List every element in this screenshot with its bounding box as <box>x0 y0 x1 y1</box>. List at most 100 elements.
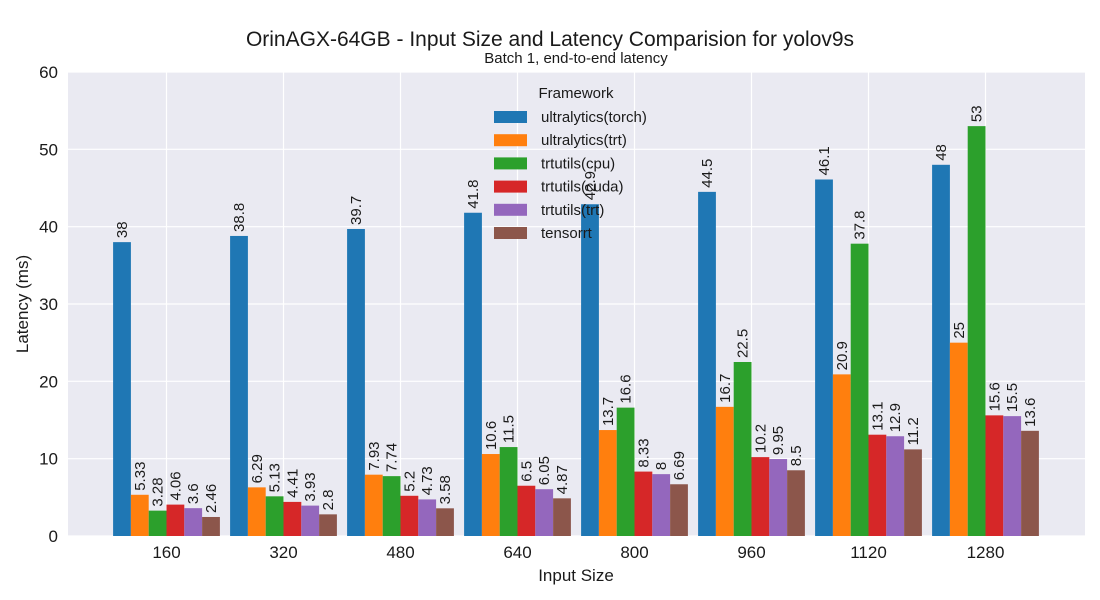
bar <box>598 430 617 536</box>
x-tick-label: 1120 <box>850 543 887 562</box>
bar-value-label: 3.28 <box>150 477 167 506</box>
y-axis-ticks: 0 10 20 30 40 50 60 <box>39 63 58 546</box>
bar-value-label: 37.8 <box>852 210 869 239</box>
bar <box>319 514 337 536</box>
legend-entry: trtutils(cpu) <box>541 155 615 172</box>
bar-value-label: 3.6 <box>185 483 202 504</box>
bar <box>400 495 419 536</box>
bar-value-label: 6.5 <box>518 461 535 482</box>
x-tick-label: 960 <box>737 543 765 562</box>
bars <box>113 126 1039 537</box>
bar-value-label: 3.58 <box>437 475 454 504</box>
bar-value-label: 20.9 <box>834 341 851 370</box>
legend-swatch <box>494 227 527 239</box>
bar <box>247 487 266 536</box>
x-tick-label: 640 <box>503 543 531 562</box>
legend-entry: trtutils(cuda) <box>541 179 624 196</box>
legend-entry: trtutils(trt) <box>541 202 604 219</box>
bar <box>985 415 1004 536</box>
x-tick-label: 320 <box>269 543 297 562</box>
bar-value-label: 5.2 <box>401 471 418 492</box>
y-tick-label: 50 <box>39 140 58 159</box>
y-tick-label: 0 <box>49 527 58 546</box>
bar-value-label: 8.5 <box>788 445 805 466</box>
bar <box>283 501 302 536</box>
bar <box>616 407 635 536</box>
bar-value-label: 7.74 <box>384 443 401 472</box>
bar <box>517 485 536 536</box>
x-axis-label: Input Size <box>538 566 614 585</box>
bar-value-label: 48 <box>933 144 950 161</box>
bar <box>652 474 671 536</box>
chart-title: OrinAGX-64GB - Input Size and Latency Co… <box>246 28 854 51</box>
bar-value-label: 5.13 <box>267 463 284 492</box>
bar-value-label: 6.69 <box>671 451 688 480</box>
bar <box>184 508 203 536</box>
y-tick-label: 40 <box>39 218 58 237</box>
bar-value-label: 22.5 <box>735 329 752 358</box>
bar <box>932 164 950 537</box>
bar-value-label: 16.6 <box>618 374 635 403</box>
bar <box>481 454 500 536</box>
legend-entry: ultralytics(trt) <box>541 132 627 149</box>
bar <box>148 510 167 536</box>
bar-value-label: 53 <box>969 105 986 122</box>
bar-value-label: 38 <box>114 221 131 238</box>
bar <box>815 179 833 536</box>
bar <box>886 436 905 536</box>
bar <box>499 447 518 536</box>
bar <box>464 212 482 536</box>
bar-value-label: 6.05 <box>536 456 553 485</box>
bar-value-label: 16.7 <box>717 374 734 403</box>
bar <box>364 474 383 536</box>
bar-value-label: 3.93 <box>302 472 319 501</box>
bar <box>130 494 149 536</box>
x-tick-label: 160 <box>152 543 180 562</box>
bar <box>202 516 220 536</box>
bar-value-label: 41.8 <box>465 180 482 209</box>
bar-value-label: 9.95 <box>770 426 787 455</box>
x-tick-label: 480 <box>386 543 414 562</box>
bar <box>670 484 688 536</box>
bar-value-label: 13.1 <box>869 401 886 430</box>
bar-value-label: 2.46 <box>203 484 220 513</box>
bar <box>949 342 968 536</box>
bar-value-label: 13.7 <box>600 397 617 426</box>
bar <box>1003 416 1022 536</box>
legend-entry: tensorrt <box>541 225 593 242</box>
bar-value-label: 10.2 <box>752 424 769 453</box>
bar-value-label: 4.87 <box>554 465 571 494</box>
bar-value-label: 15.6 <box>986 382 1003 411</box>
bar-value-label: 11.2 <box>905 417 922 445</box>
bar <box>715 406 734 536</box>
x-tick-label: 800 <box>620 543 648 562</box>
y-tick-label: 60 <box>39 63 58 82</box>
chart-subtitle: Batch 1, end-to-end latency <box>484 50 668 67</box>
bar <box>868 434 887 536</box>
legend-swatch <box>494 134 527 147</box>
legend-swatch <box>494 203 527 216</box>
bar-value-label: 11.5 <box>501 415 518 443</box>
bar <box>733 362 752 536</box>
bar <box>904 449 922 536</box>
bar-value-label: 13.6 <box>1022 398 1039 427</box>
bar <box>113 242 131 536</box>
bar <box>1021 430 1039 536</box>
bar <box>787 470 805 536</box>
bar <box>535 489 554 536</box>
bar <box>581 204 599 537</box>
bar <box>553 498 571 536</box>
bar-value-label: 4.73 <box>419 466 436 495</box>
bar <box>265 496 284 536</box>
bar <box>347 228 365 536</box>
bar <box>850 243 869 536</box>
bar-value-label: 39.7 <box>348 196 365 225</box>
bar <box>698 191 716 536</box>
bar-labels: 38 38.8 39.7 41.8 42.9 44.5 46.1 48 5.33 6.29 7.93… <box>114 105 1039 513</box>
bar <box>436 508 454 536</box>
bar-value-label: 2.8 <box>320 489 337 510</box>
bar <box>382 476 401 536</box>
legend: Framework ultralytics(torch) ultralytics(… <box>494 85 647 242</box>
bar <box>301 505 320 536</box>
bar-value-label: 46.1 <box>816 146 833 175</box>
